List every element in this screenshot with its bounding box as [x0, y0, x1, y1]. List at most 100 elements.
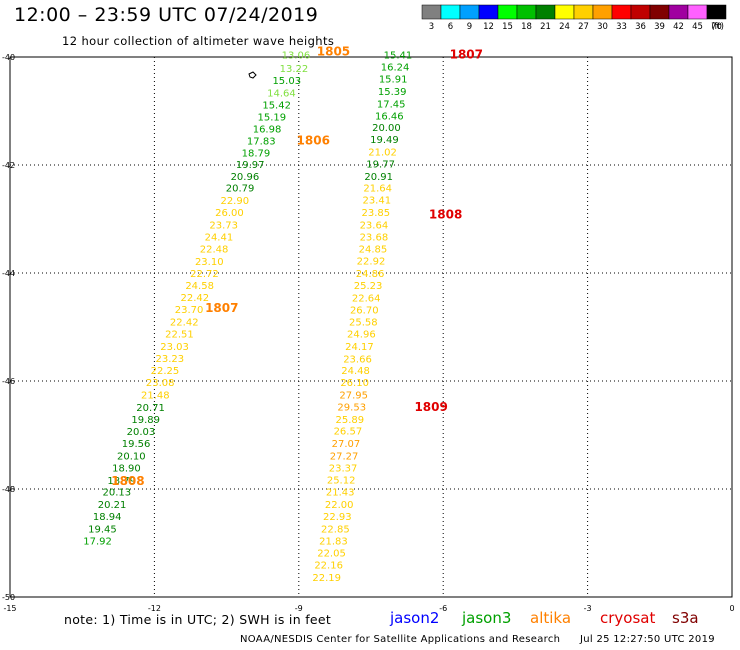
scale-swatch-9: [459, 4, 480, 20]
wave-height-value: 24.96: [347, 329, 376, 340]
wave-height-value: 23.37: [329, 463, 358, 474]
pass-time-label: 1808: [111, 474, 144, 488]
wave-height-value: 25.12: [327, 475, 356, 486]
wave-height-value: 22.92: [357, 257, 386, 268]
wave-height-value: 23.23: [155, 354, 184, 365]
wave-height-value: 20.13: [103, 488, 132, 499]
map-grid: -40 -42 -44 -46 -48 -50 -15 -12 -9 -6 -3 0: [2, 53, 735, 613]
wave-height-value: 22.16: [314, 561, 343, 572]
scale-swatch-30: [592, 4, 613, 20]
scale-swatch-45: [687, 4, 708, 20]
wave-height-value: 25.58: [349, 318, 378, 329]
wave-height-value: 19.77: [366, 159, 395, 170]
scale-swatch-6: [440, 4, 461, 20]
scale-label-15: 15: [502, 22, 513, 32]
wave-height-value: 13.06: [282, 50, 311, 61]
wave-height-value: 22.42: [170, 318, 199, 329]
wave-height-value: 21.43: [326, 488, 355, 499]
wave-height-value: 22.19: [312, 573, 341, 584]
wave-height-value: 19.89: [131, 415, 160, 426]
scale-label-27: 27: [578, 22, 589, 32]
wave-height-value: 23.41: [362, 196, 391, 207]
wave-height-value: 19.97: [236, 160, 265, 171]
wave-height-value: 27.27: [330, 452, 359, 463]
wave-height-value: 14.64: [267, 89, 296, 100]
wave-height-value: 23.10: [195, 257, 224, 268]
wave-height-value: 20.96: [231, 172, 260, 183]
wave-height-value: 27.07: [332, 439, 361, 450]
scale-label-21: 21: [540, 22, 551, 32]
generated-time: Jul 25 12:27:50 UTC 2019: [580, 634, 715, 645]
wave-height-value: 18.94: [93, 512, 122, 523]
legend-altika: altika: [530, 609, 572, 627]
wave-height-value: 24.58: [185, 281, 214, 292]
wave-height-value: 22.05: [317, 549, 346, 560]
scale-swatch-27: [573, 4, 594, 20]
wave-height-value: 23.03: [160, 342, 189, 353]
wave-height-value: 20.10: [117, 452, 146, 463]
lat-label: -46: [2, 377, 15, 386]
wave-height-value: 18.90: [112, 463, 141, 474]
wave-height-value: 24.48: [341, 366, 370, 377]
pass-time-labels: 1805 1807 1806 1808 1807 1809 1808: [111, 45, 483, 488]
wave-height-value: 22.93: [323, 512, 352, 523]
pass-time-label: 1805: [317, 45, 350, 59]
wave-height-value: 21.83: [319, 536, 348, 547]
wave-height-value: 26.00: [215, 208, 244, 219]
scale-swatch-70: [706, 4, 727, 20]
scale-label-9: 9: [467, 22, 472, 32]
wave-height-value: 25.89: [336, 415, 365, 426]
pass-time-label: 1809: [414, 400, 447, 414]
wave-height-value: 21.02: [368, 148, 397, 159]
wave-height-value: 20.00: [372, 123, 401, 134]
wave-height-value: 23.85: [361, 208, 390, 219]
wave-height-value: 25.23: [354, 281, 383, 292]
wave-height-value: 26.70: [350, 306, 379, 317]
map-subtitle: 12 hour collection of altimeter wave hei…: [62, 34, 335, 48]
scale-swatch-15: [497, 4, 518, 20]
lat-label: -48: [2, 485, 15, 494]
scale-swatch-18: [516, 4, 537, 20]
wave-height-value: 16.24: [381, 63, 410, 74]
scale-swatch-33: [611, 4, 632, 20]
wave-height-value: 17.45: [377, 99, 406, 110]
scale-label-45: 45: [692, 22, 703, 32]
island-shape: [248, 71, 257, 79]
lat-label: -40: [2, 53, 15, 62]
lon-label: 0: [729, 604, 734, 613]
scale-unit: (ft): [711, 22, 724, 32]
pass-time-label: 1807: [205, 301, 238, 315]
wave-height-value: 15.19: [258, 112, 287, 123]
wave-height-value: 15.91: [379, 75, 408, 86]
wave-height-value: 18.79: [242, 149, 271, 160]
wave-height-value: 15.41: [384, 50, 413, 61]
wave-height-value: 22.25: [151, 366, 180, 377]
wave-height-value: 15.03: [272, 76, 301, 87]
wave-height-value: 24.86: [356, 269, 385, 280]
legend-jason3: jason3: [462, 609, 512, 627]
pass-time-label: 1807: [450, 47, 483, 61]
wave-height-value: 27.95: [339, 391, 368, 402]
wave-height-value: 29.53: [337, 402, 366, 413]
wave-height-value: 20.91: [364, 172, 393, 183]
wave-height-value: 19.45: [88, 524, 117, 535]
pass-time-label: 1808: [429, 208, 462, 222]
wave-height-value: 24.41: [205, 232, 234, 243]
pass-time-label: 1806: [297, 134, 330, 148]
wave-height-value: 22.90: [220, 196, 249, 207]
map-title: 12:00 – 23:59 UTC 07/24/2019: [14, 4, 319, 26]
wave-height-value: 15.42: [262, 101, 291, 112]
wave-height-value: 24.17: [345, 342, 374, 353]
wave-height-value: 20.71: [136, 403, 165, 414]
wave-height-value: 23.70: [175, 305, 204, 316]
wave-height-value: 22.51: [165, 329, 194, 340]
map-frame: [9, 56, 733, 598]
scale-label-36: 36: [635, 22, 646, 32]
legend-cryosat: cryosat: [600, 609, 656, 627]
scale-label-70: 70: [711, 22, 722, 32]
wave-height-value: 21.64: [363, 184, 392, 195]
wave-height-value: 19.56: [122, 439, 151, 450]
color-scale: 3 6 9 12 15 18 21 24 27 30 33 36 39 42 45 70(ft): [421, 4, 727, 32]
scale-label-12: 12: [483, 22, 494, 32]
